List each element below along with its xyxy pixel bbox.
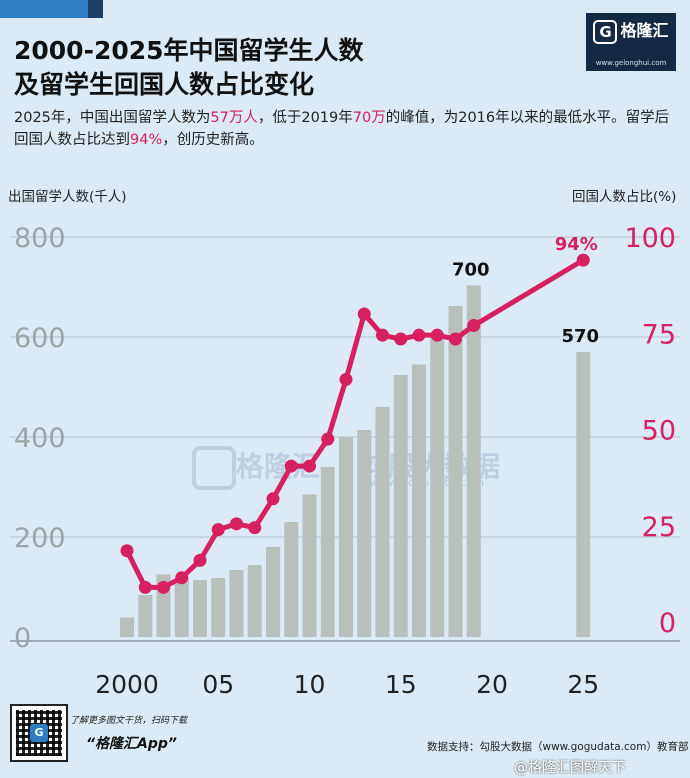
ratio-point-2017 — [430, 328, 444, 342]
ratio-point-2008 — [266, 492, 280, 506]
ratio-point-2011 — [321, 432, 335, 446]
right-tick-label: 100 — [624, 223, 676, 254]
bar-2018 — [448, 306, 463, 637]
ratio-point-2003 — [175, 571, 189, 585]
ratio-point-2012 — [339, 372, 353, 386]
weibo-handle: @格隆汇图解天下 — [514, 760, 626, 776]
ratio-point-2016 — [412, 328, 426, 342]
ratio-point-2000 — [120, 544, 134, 558]
ratio-point-2018 — [449, 332, 462, 346]
ratio-point-2001 — [138, 580, 152, 594]
brand-logo: G 格隆汇 www.gelonghui.com — [586, 13, 676, 71]
right-tick-label: 50 — [642, 416, 676, 447]
bar-2006 — [229, 570, 244, 637]
app-name: “格隆汇App” — [86, 736, 177, 752]
right-tick-label: 25 — [642, 512, 676, 543]
bar-2014 — [375, 407, 390, 637]
ratio-point-2013 — [357, 307, 371, 321]
chart-title: 2000-2025年中国留学生人数 及留学生回国人数占比变化 — [14, 34, 364, 102]
subtitle-part: 2025年，中国出国留学人数为 — [14, 110, 211, 126]
bar-2019 — [466, 285, 481, 637]
return-ratio-line-2019-2025 — [472, 257, 585, 328]
watermark-logo-icon — [192, 446, 236, 490]
subtitle-highlight: 94% — [130, 132, 163, 148]
brand-name: 格隆汇 — [620, 20, 669, 40]
bar-2010 — [302, 494, 317, 637]
brand-url: www.gelonghui.com — [595, 59, 667, 67]
ratio-point-2006 — [230, 517, 243, 531]
subtitle-highlight: 57万人 — [210, 110, 258, 126]
ratio-point-2019 — [467, 319, 481, 333]
left-tick-label: 600 — [14, 323, 66, 354]
bar-2009 — [284, 522, 299, 637]
bar-2015 — [393, 375, 408, 637]
top-accent-stripe — [0, 0, 88, 18]
ratio-point-2007 — [248, 521, 262, 535]
data-label-2025: 94% — [555, 234, 598, 255]
ratio-point-2015 — [394, 332, 408, 346]
chart-subtitle: 2025年，中国出国留学人数为57万人，低于2019年70万的峰值，为2016年… — [14, 107, 676, 151]
qr-code[interactable]: G — [10, 704, 68, 762]
bar-2012 — [339, 437, 353, 637]
ratio-point-2009 — [284, 459, 298, 473]
bar-2003 — [174, 578, 189, 637]
x-tick-label: 05 — [202, 670, 234, 699]
left-axis-label: 出国留学人数(千人) — [8, 189, 127, 205]
title-line-1: 2000-2025年中国留学生人数 — [14, 36, 364, 65]
bar-2005 — [211, 578, 226, 637]
subtitle-part: 的峰值，为2016年以来的最低水平。留学后回国人数占比达到 — [14, 110, 670, 148]
bar-2017 — [430, 333, 445, 637]
top-accent-bar — [0, 0, 103, 18]
right-tick-label: 0 — [659, 608, 676, 639]
x-tick-label: 10 — [294, 670, 326, 699]
bar-2013 — [357, 430, 372, 637]
left-tick-label: 200 — [14, 523, 66, 554]
bar-2025 — [576, 352, 591, 637]
x-tick-label: 25 — [567, 670, 599, 699]
data-label-2019: 700 — [452, 260, 490, 281]
data-label-2025: 570 — [561, 326, 599, 347]
bar-2004 — [193, 580, 207, 637]
x-tick-label: 20 — [476, 670, 508, 699]
subtitle-part: ，创历史新高。 — [162, 132, 264, 148]
watermark-url: www.gogudata.com — [370, 478, 486, 489]
ratio-point-2002 — [157, 580, 170, 594]
right-tick-label: 75 — [642, 319, 676, 350]
bar-2001 — [138, 595, 153, 637]
left-tick-label: 800 — [14, 223, 66, 254]
right-axis-label: 回国人数占比(%) — [572, 189, 677, 205]
x-tick-label: 15 — [385, 670, 417, 699]
bar-2011 — [320, 467, 335, 637]
ratio-point-2005 — [211, 523, 225, 537]
ratio-point-2025 — [576, 253, 590, 267]
ratio-point-2014 — [376, 328, 389, 342]
x-tick-label: 2000 — [95, 670, 159, 699]
bar-2016 — [412, 364, 426, 637]
bar-2008 — [266, 547, 280, 637]
download-promo: 了解更多图文干货，扫码下载 — [70, 716, 188, 726]
brand-g-icon: G — [593, 20, 618, 44]
subtitle-part: ，低于2019年 — [257, 110, 353, 126]
qr-app-icon: G — [30, 724, 48, 742]
subtitle-highlight: 70万 — [352, 110, 386, 126]
ratio-point-2010 — [303, 459, 316, 473]
data-source: 数据支持：勾股大数据（www.gogudata.com）教育部 — [427, 741, 689, 753]
left-tick-label: 400 — [14, 423, 66, 454]
bar-2007 — [247, 565, 262, 637]
left-tick-label: 0 — [14, 623, 31, 654]
title-line-2: 及留学生回国人数占比变化 — [14, 70, 315, 99]
bar-2000 — [120, 617, 134, 637]
ratio-point-2004 — [193, 553, 207, 567]
